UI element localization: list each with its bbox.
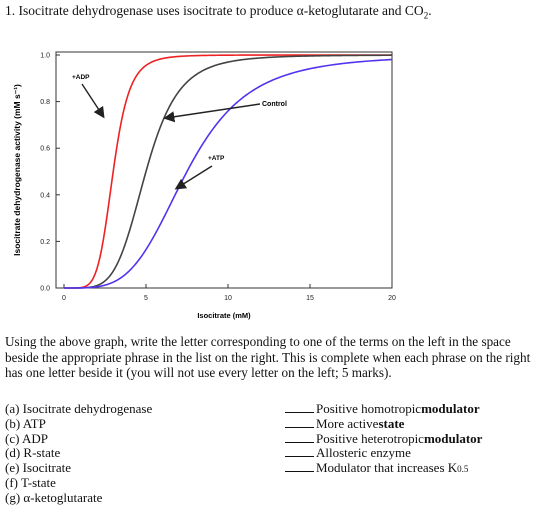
phrase-text: Allosteric enzyme (316, 445, 411, 461)
series-line-atp (64, 58, 393, 289)
arrow-control (163, 103, 261, 123)
answer-blank[interactable] (285, 432, 314, 443)
terms-list: (a) Isocitrate dehydrogenase (b) ATP (c)… (5, 401, 153, 506)
x-tick-label: 15 (306, 295, 314, 302)
question-text: Isocitrate dehydrogenase uses isocitrate… (18, 3, 424, 18)
answer-blank[interactable] (285, 461, 314, 473)
y-tick-label: 0.2 (40, 239, 50, 246)
arrow-atp (174, 165, 213, 190)
phrase-text: Positive homotropic (316, 401, 422, 416)
phrase-row: Allosteric enzyme (285, 446, 482, 461)
term-c: (c) ADP (5, 430, 48, 446)
question-title: 1. Isocitrate dehydrogenase uses isocitr… (5, 3, 432, 21)
plot-frame (55, 51, 393, 289)
annotation-atp: +ATP (208, 155, 225, 162)
phrase-bold: modulator (421, 401, 480, 416)
arrow-adp (81, 83, 105, 119)
phrase-text: Modulator that increases K (316, 460, 458, 476)
phrase-bold: modulator (423, 430, 483, 446)
y-tick-label: 1.0 (40, 53, 50, 60)
activity-chart: 0.0 0.2 0.4 0.6 0.8 1.0 0 5 10 15 20 Isocitrate (… (12, 51, 396, 320)
series-line-adp (64, 54, 392, 289)
phrases-list: Positive homotropic modulator More activ… (285, 401, 483, 477)
answer-blank[interactable] (285, 402, 314, 413)
annotation-adp: +ADP (72, 74, 90, 81)
x-axis-label: Isocitrate (mM) (197, 311, 251, 320)
term-g: (g) α-ketoglutarate (5, 489, 103, 505)
phrase-row: Positive homotropic modulator (285, 401, 482, 417)
x-tick-label: 20 (388, 295, 396, 302)
phrase-row: Modulator that increases K 0.5 (285, 460, 482, 477)
y-tick-label: 0.8 (40, 99, 50, 106)
term-b: (b) ATP (5, 415, 46, 431)
phrase-text: More active (316, 415, 379, 431)
answer-blank[interactable] (285, 446, 314, 458)
question-text-end: . (428, 3, 432, 18)
x-tick-label: 5 (144, 295, 148, 302)
y-tick-label: 0.0 (40, 286, 50, 293)
y-axis: 0.0 0.2 0.4 0.6 0.8 1.0 (40, 53, 60, 293)
phrase-text: Positive heterotropic (316, 430, 424, 446)
annotation-control: Control (262, 101, 287, 108)
question-number: 1. (5, 3, 16, 18)
term-a: (a) Isocitrate dehydrogenase (5, 401, 153, 416)
series-lines (64, 54, 393, 289)
x-tick-label: 0 (62, 295, 66, 302)
x-axis: 0 5 10 15 20 (62, 284, 396, 302)
x-tick-label: 10 (224, 295, 232, 302)
term-d: (d) R-state (5, 445, 61, 461)
answer-blank[interactable] (285, 417, 314, 428)
term-e: (e) Isocitrate (5, 460, 72, 476)
series-line-control (64, 54, 392, 289)
instructions: Using the above graph, write the letter … (5, 334, 531, 380)
phrase-subscript: 0.5 (457, 464, 469, 475)
y-tick-label: 0.4 (40, 192, 50, 199)
y-tick-label: 0.6 (40, 146, 50, 153)
question-subscript: 2 (423, 10, 429, 21)
y-axis-label: Isocitrate dehydrogenase activity (mM s⁻… (12, 84, 22, 256)
term-f: (f) T-state (5, 474, 56, 490)
phrase-row: Positive heterotropic modulator (285, 430, 483, 447)
phrase-row: More active state (285, 415, 482, 432)
phrase-bold: state (378, 415, 405, 431)
